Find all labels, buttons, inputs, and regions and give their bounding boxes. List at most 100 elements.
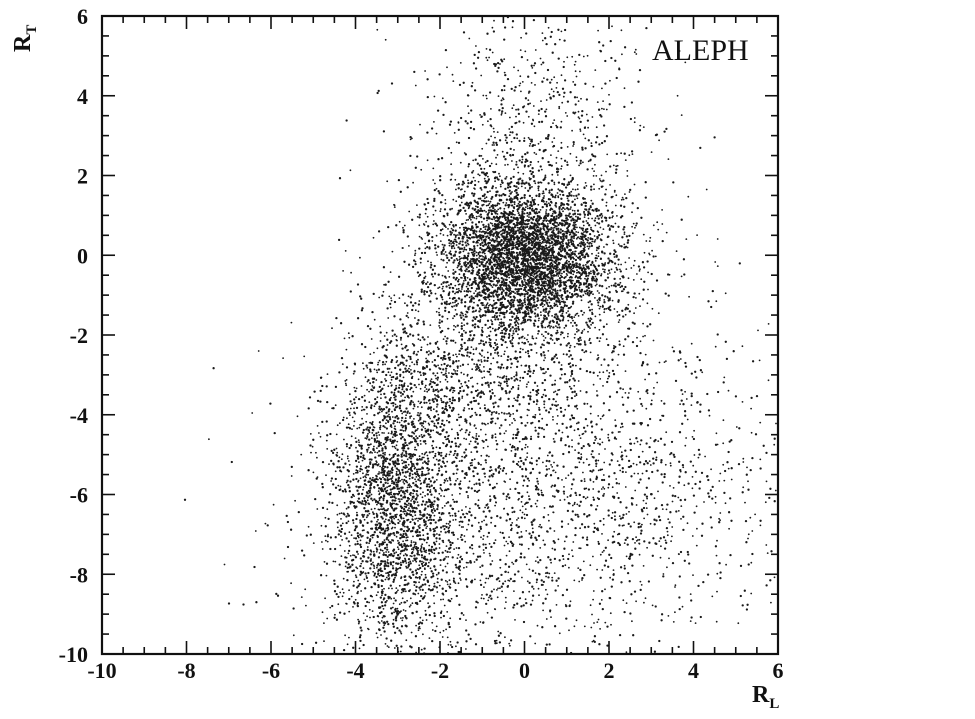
data-point [631, 232, 634, 235]
data-point [414, 166, 417, 169]
data-point [464, 331, 467, 334]
data-point [560, 410, 563, 413]
data-point [484, 264, 487, 266]
data-point [611, 369, 615, 373]
data-point [627, 277, 630, 280]
data-point [477, 209, 480, 212]
data-point [500, 194, 503, 197]
data-point [597, 304, 600, 307]
data-point [553, 315, 556, 319]
data-point [539, 266, 542, 269]
data-point [495, 270, 498, 273]
data-point [543, 317, 546, 320]
data-point [493, 315, 496, 319]
data-point [504, 187, 507, 191]
data-point [419, 257, 422, 260]
data-point [560, 222, 563, 225]
data-point [577, 231, 580, 234]
data-point [387, 280, 390, 283]
data-point [564, 301, 567, 303]
data-point [523, 275, 526, 278]
data-point [498, 198, 502, 202]
data-point [440, 157, 444, 160]
data-point [524, 234, 527, 237]
data-point [622, 388, 624, 391]
data-point [556, 269, 559, 272]
data-point [558, 276, 562, 280]
data-point [519, 355, 522, 359]
data-point [512, 251, 515, 254]
data-point [543, 354, 546, 357]
data-point [497, 326, 501, 330]
data-point [515, 161, 518, 163]
data-point [616, 283, 620, 286]
data-point [468, 233, 472, 237]
data-point [428, 246, 431, 249]
data-point [536, 274, 539, 277]
data-point [564, 255, 567, 257]
data-point [552, 90, 555, 93]
data-point [552, 288, 555, 291]
data-point [559, 258, 562, 261]
data-point [560, 212, 563, 215]
data-point [603, 487, 606, 490]
data-point [550, 276, 553, 278]
data-point [550, 226, 553, 229]
data-point [574, 314, 577, 317]
data-point [557, 275, 560, 277]
data-point [571, 302, 575, 305]
data-point [507, 294, 510, 297]
data-point [588, 306, 590, 309]
data-point [562, 265, 564, 267]
data-point [514, 190, 516, 193]
data-point [598, 284, 601, 287]
data-point [615, 255, 618, 258]
data-point [506, 230, 508, 233]
data-point [447, 270, 450, 272]
data-point [579, 343, 582, 346]
data-point [545, 99, 548, 101]
data-point [514, 288, 517, 291]
data-point [460, 201, 463, 204]
data-point [528, 177, 531, 179]
data-point [545, 311, 548, 313]
data-point [642, 335, 644, 338]
data-point [677, 359, 680, 362]
data-point [438, 286, 441, 289]
data-point [516, 277, 519, 281]
data-point [523, 301, 526, 304]
data-point [595, 280, 598, 283]
data-point [448, 284, 450, 287]
data-point [494, 276, 498, 279]
data-point [534, 342, 537, 345]
data-point [503, 252, 506, 255]
data-point [562, 353, 565, 356]
data-point [420, 290, 423, 293]
data-point [632, 279, 635, 281]
data-point [524, 219, 527, 222]
data-point [463, 233, 466, 236]
data-point [584, 430, 587, 433]
data-point [537, 203, 540, 206]
data-point [479, 186, 482, 190]
data-point [536, 214, 539, 218]
data-point [584, 237, 587, 241]
data-point [475, 347, 478, 349]
data-point [546, 299, 549, 302]
data-point [495, 193, 498, 196]
data-point [545, 281, 547, 283]
data-point [509, 292, 512, 295]
data-point [494, 272, 497, 275]
data-point [521, 212, 524, 216]
data-point [471, 311, 474, 313]
data-point [519, 287, 523, 291]
data-point [570, 270, 572, 272]
data-point [549, 125, 553, 129]
data-point [443, 253, 445, 255]
data-point [567, 279, 571, 282]
data-point [440, 201, 443, 204]
data-point [578, 286, 581, 289]
data-point [466, 322, 469, 325]
data-point [553, 256, 555, 258]
data-point [481, 349, 484, 352]
